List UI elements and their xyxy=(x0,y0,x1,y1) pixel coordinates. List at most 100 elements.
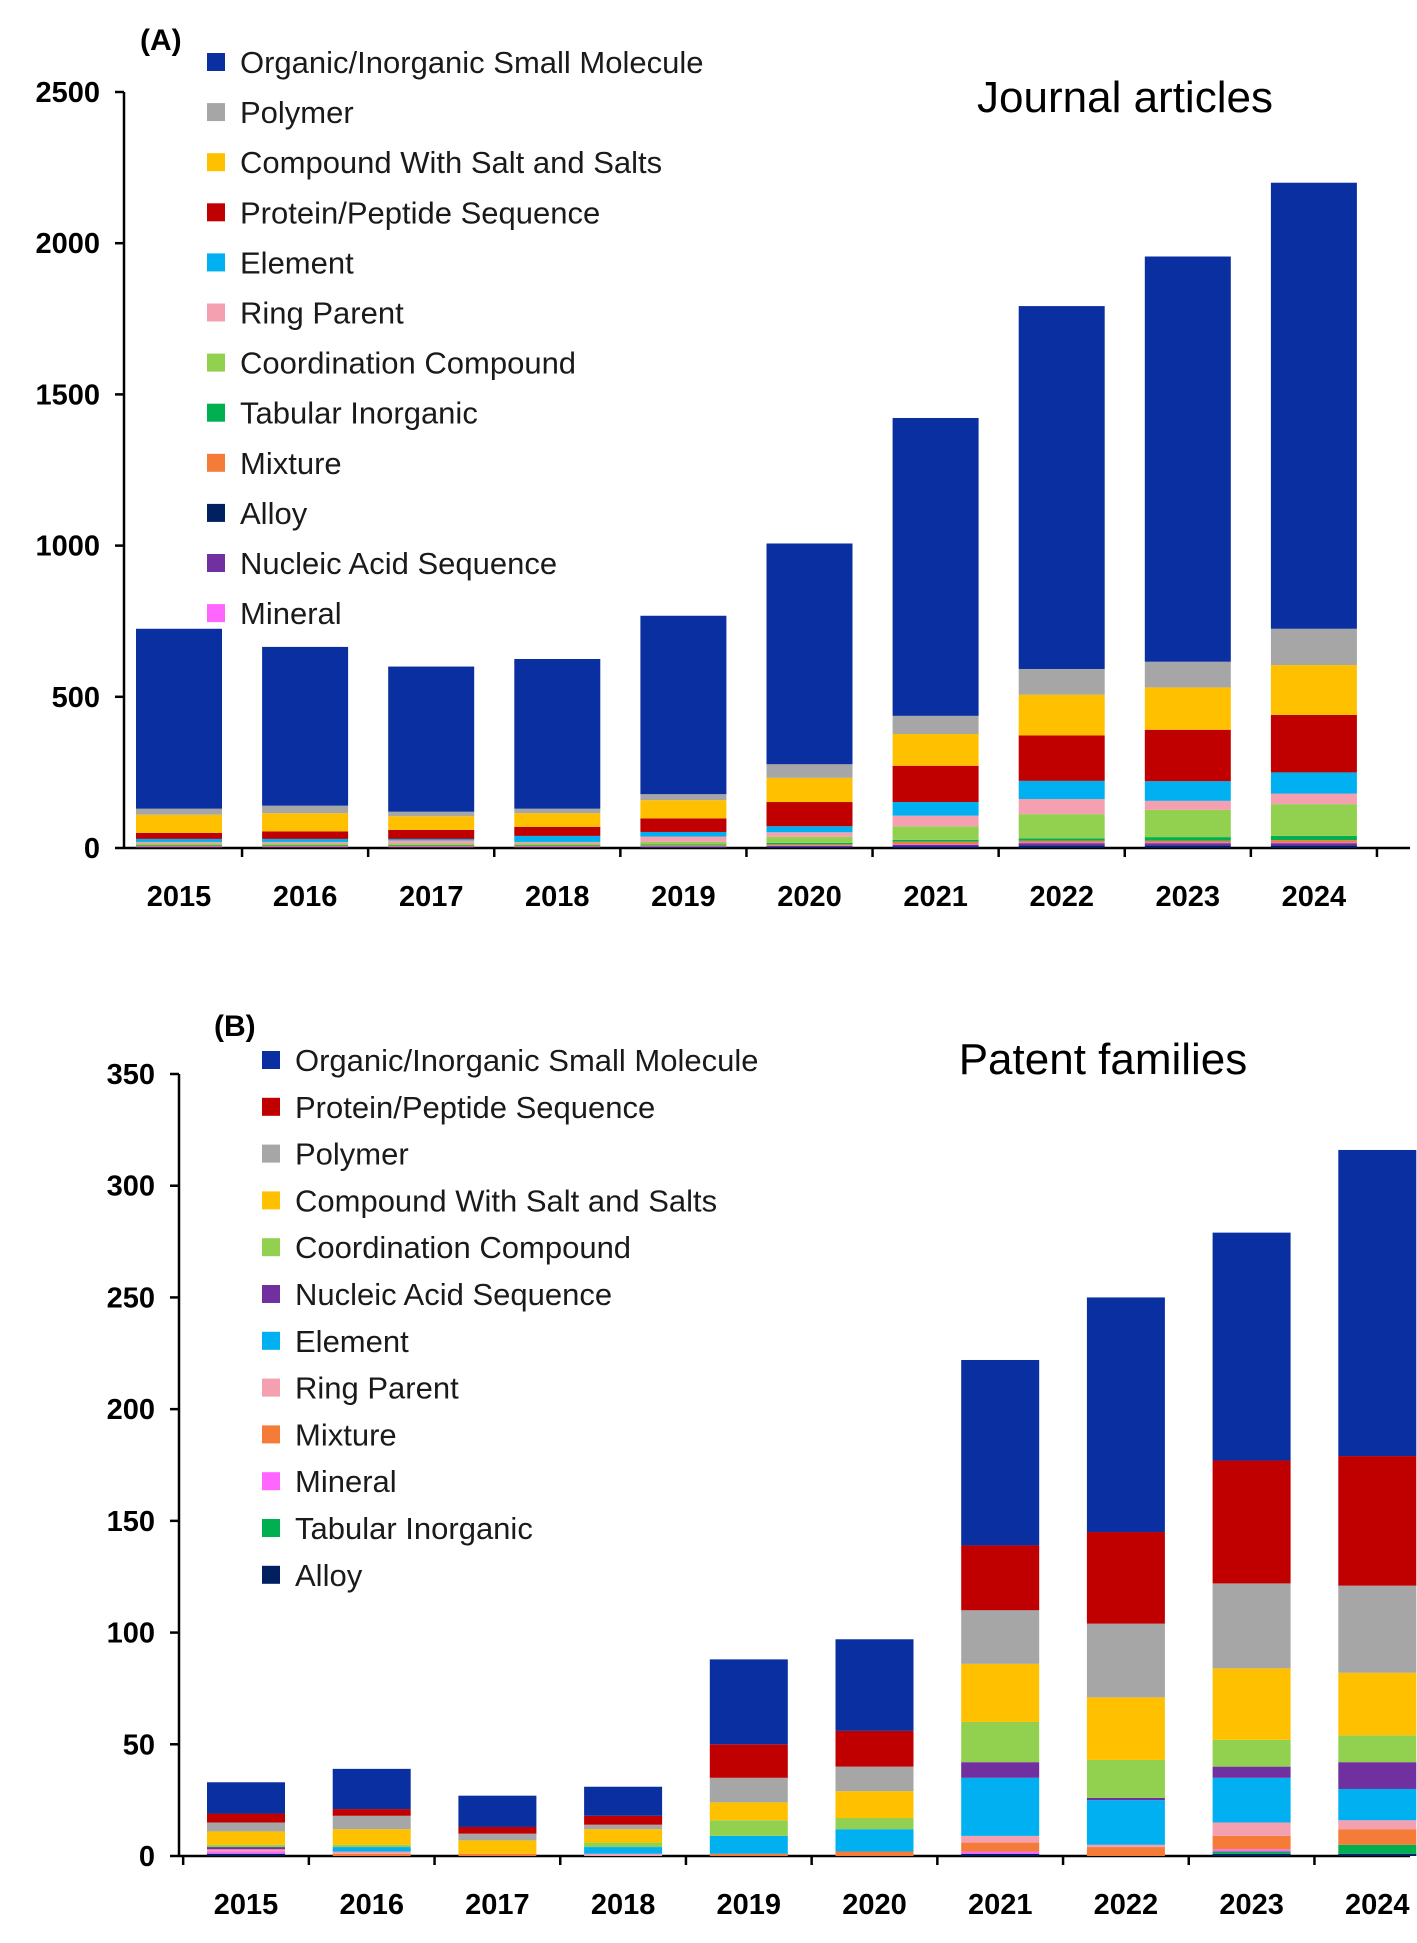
bar-2022-nucleic-acid-sequence xyxy=(1087,1798,1165,1800)
bar-2017-polymer xyxy=(388,812,474,817)
bar-2016-polymer xyxy=(333,1816,411,1829)
legend-label-polymer: Polymer xyxy=(240,95,354,130)
bar-2023-mixture xyxy=(1145,841,1231,843)
bar-2015-ring-parent xyxy=(207,1849,285,1851)
bar-2019-alloy xyxy=(640,847,726,848)
bar-2020-protein-peptide-sequence xyxy=(836,1731,914,1767)
bar-2016-compound-with-salt-and-salts xyxy=(262,813,348,831)
bar-2023-element xyxy=(1145,781,1231,801)
bar-2017-polymer xyxy=(458,1834,536,1841)
bar-2021-polymer xyxy=(893,716,979,734)
bar-2018-tabular-inorganic xyxy=(514,845,600,846)
bar-2023-organic-inorganic-small-molecule xyxy=(1145,257,1231,662)
bar-2015-mineral xyxy=(207,1852,285,1854)
chart-panel-b: (B)Patent families0501001502002503003502… xyxy=(107,1010,1417,1921)
bar-2020-organic-inorganic-small-molecule xyxy=(767,543,853,764)
y-tick-label: 2500 xyxy=(35,77,100,109)
bar-2015-ring-parent xyxy=(136,842,222,844)
bar-2017-mixture xyxy=(458,1854,536,1856)
bar-2023-coordination-compound xyxy=(1213,1740,1291,1767)
bar-2015-coordination-compound xyxy=(136,843,222,845)
bar-2020-coordination-compound xyxy=(836,1818,914,1829)
bar-2022-ring-parent xyxy=(1087,1845,1165,1847)
legend-swatch-protein-peptide-sequence xyxy=(207,203,225,221)
bar-2016-mixture xyxy=(262,846,348,847)
legend-label-protein-peptide-sequence: Protein/Peptide Sequence xyxy=(295,1090,655,1125)
bar-2021-nucleic-acid-sequence xyxy=(893,845,979,847)
bar-2022-compound-with-salt-and-salts xyxy=(1019,695,1105,736)
x-tick-label-2024: 2024 xyxy=(1345,1889,1410,1921)
bar-2024-ring-parent xyxy=(1338,1820,1416,1829)
y-tick-label: 100 xyxy=(107,1618,155,1650)
bar-2022-ring-parent xyxy=(1019,799,1105,814)
bar-2021-ring-parent xyxy=(961,1836,1039,1843)
legend-label-protein-peptide-sequence: Protein/Peptide Sequence xyxy=(240,195,600,230)
x-tick-label-2019: 2019 xyxy=(717,1889,782,1921)
bar-2019-organic-inorganic-small-molecule xyxy=(640,616,726,794)
bar-2015-protein-peptide-sequence xyxy=(207,1814,285,1823)
bar-2020-nucleic-acid-sequence xyxy=(767,846,853,847)
legend-swatch-organic-inorganic-small-molecule xyxy=(262,1051,280,1069)
bar-2018-polymer xyxy=(584,1825,662,1829)
bar-2018-mixture xyxy=(514,846,600,847)
bar-2015-tabular-inorganic xyxy=(136,845,222,846)
y-tick-label: 50 xyxy=(123,1729,155,1761)
bar-2021-mineral xyxy=(961,1852,1039,1854)
legend-swatch-coordination-compound xyxy=(262,1238,280,1256)
legend-swatch-tabular-inorganic xyxy=(262,1519,280,1537)
legend-swatch-coordination-compound xyxy=(207,354,225,372)
bar-2023-ring-parent xyxy=(1145,801,1231,810)
legend-label-alloy: Alloy xyxy=(295,1558,363,1593)
legend-label-alloy: Alloy xyxy=(240,496,308,531)
bar-2020-polymer xyxy=(836,1767,914,1792)
bar-2018-alloy xyxy=(514,847,600,848)
bar-2022-mixture xyxy=(1087,1847,1165,1856)
x-tick-label-2017: 2017 xyxy=(465,1889,530,1921)
bar-2020-ring-parent xyxy=(767,832,853,837)
bar-2022-compound-with-salt-and-salts xyxy=(1087,1697,1165,1760)
bar-2020-mixture xyxy=(836,1852,914,1856)
bar-2024-polymer xyxy=(1338,1586,1416,1673)
x-tick-label-2021: 2021 xyxy=(968,1889,1033,1921)
bar-2015-protein-peptide-sequence xyxy=(136,833,222,839)
bar-2021-alloy xyxy=(961,1854,1039,1856)
bar-2019-mixture xyxy=(640,845,726,846)
bar-2021-mixture xyxy=(961,1843,1039,1852)
panel-label: (B) xyxy=(214,1010,256,1043)
bar-2016-mixture xyxy=(333,1854,411,1856)
x-tick-label-2016: 2016 xyxy=(339,1889,404,1921)
chart-title: Patent families xyxy=(959,1035,1248,1084)
bar-2017-compound-with-salt-and-salts xyxy=(458,1840,536,1853)
bar-2022-organic-inorganic-small-molecule xyxy=(1087,1297,1165,1532)
bar-2017-element xyxy=(388,839,474,841)
bar-2019-compound-with-salt-and-salts xyxy=(710,1802,788,1820)
legend-swatch-organic-inorganic-small-molecule xyxy=(207,53,225,71)
bar-2020-tabular-inorganic xyxy=(767,843,853,845)
bar-2018-element xyxy=(584,1847,662,1854)
bar-2018-organic-inorganic-small-molecule xyxy=(584,1787,662,1816)
bar-2021-tabular-inorganic xyxy=(893,840,979,842)
legend-label-element: Element xyxy=(240,245,354,280)
bar-2018-compound-with-salt-and-salts xyxy=(514,813,600,827)
bar-2020-element xyxy=(836,1829,914,1851)
bar-2020-coordination-compound xyxy=(767,837,853,843)
bar-2016-element xyxy=(333,1847,411,1851)
bar-2018-coordination-compound xyxy=(514,843,600,845)
bar-2017-protein-peptide-sequence xyxy=(458,1827,536,1834)
bar-2016-ring-parent xyxy=(333,1852,411,1854)
y-tick-label: 350 xyxy=(107,1059,155,1091)
bar-2022-protein-peptide-sequence xyxy=(1019,736,1105,781)
y-tick-label: 0 xyxy=(139,1841,155,1873)
bar-2021-compound-with-salt-and-salts xyxy=(961,1664,1039,1722)
legend-label-coordination-compound: Coordination Compound xyxy=(295,1230,631,1265)
bar-2015-element xyxy=(136,839,222,842)
bar-2015-polymer xyxy=(207,1822,285,1831)
bar-2024-tabular-inorganic xyxy=(1338,1845,1416,1854)
bar-2018-compound-with-salt-and-salts xyxy=(584,1829,662,1842)
bar-2016-alloy xyxy=(262,847,348,848)
bar-2023-mixture xyxy=(1213,1836,1291,1849)
legend-label-coordination-compound: Coordination Compound xyxy=(240,346,576,381)
bar-2020-polymer xyxy=(767,764,853,778)
bar-2020-organic-inorganic-small-molecule xyxy=(836,1639,914,1731)
